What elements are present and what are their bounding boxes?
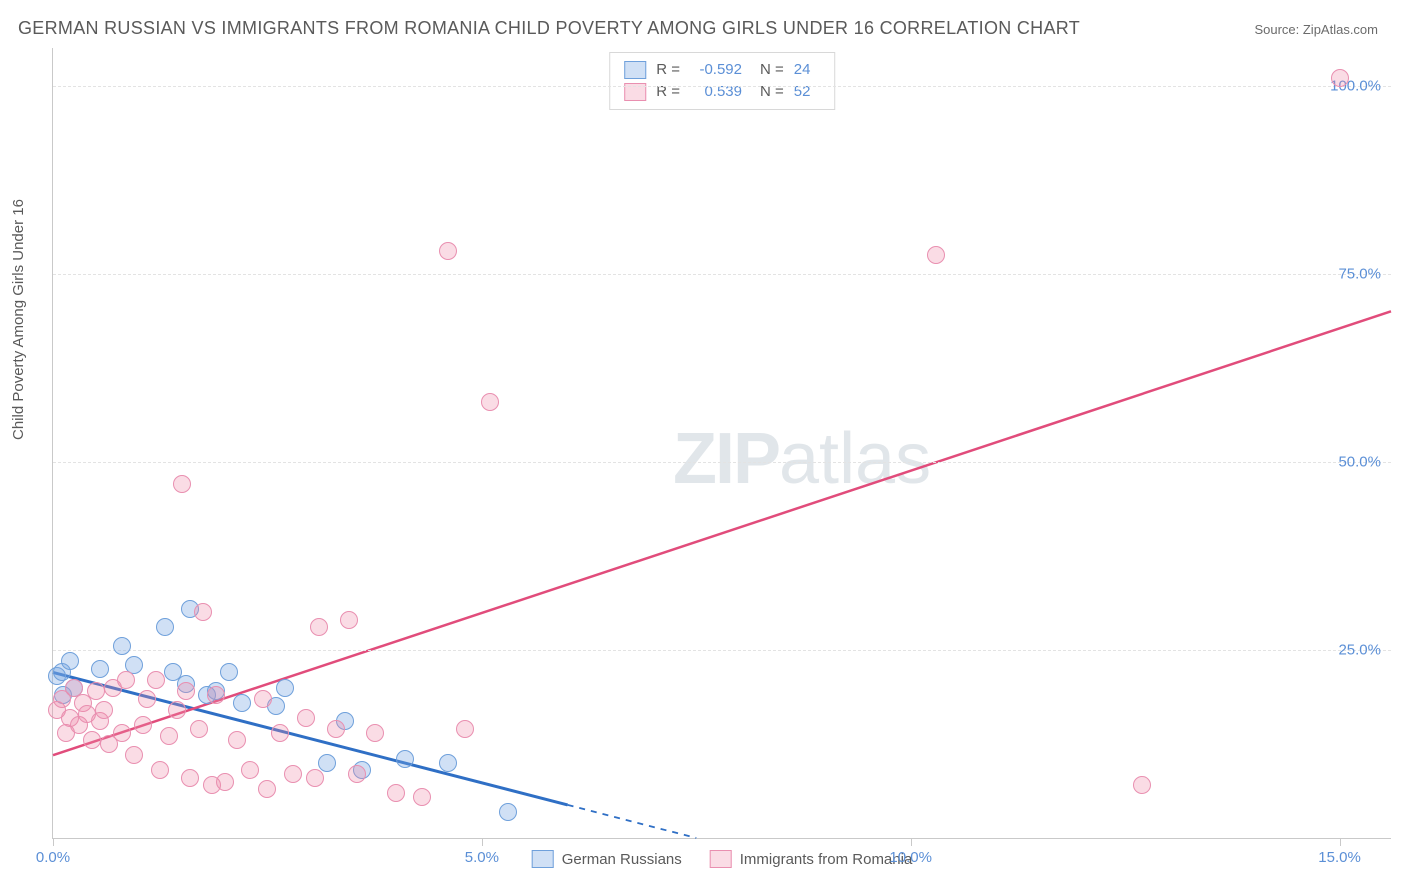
- source-label: Source:: [1254, 22, 1302, 37]
- data-point: [233, 694, 251, 712]
- y-axis-label: Child Poverty Among Girls Under 16: [10, 199, 27, 440]
- y-tick-label: 50.0%: [1338, 453, 1381, 470]
- data-point: [413, 788, 431, 806]
- data-point: [1331, 69, 1349, 87]
- data-point: [241, 761, 259, 779]
- data-point: [439, 754, 457, 772]
- data-point: [113, 637, 131, 655]
- data-point: [87, 682, 105, 700]
- x-tick-label: 10.0%: [889, 849, 932, 866]
- x-tick: [53, 838, 54, 846]
- trend-line-dashed: [568, 805, 697, 838]
- data-point: [1133, 776, 1151, 794]
- data-point: [271, 724, 289, 742]
- data-point: [318, 754, 336, 772]
- data-point: [168, 701, 186, 719]
- source-value: ZipAtlas.com: [1303, 22, 1378, 37]
- y-tick-label: 75.0%: [1338, 265, 1381, 282]
- data-point: [113, 724, 131, 742]
- data-point: [61, 652, 79, 670]
- data-point: [177, 682, 195, 700]
- legend-swatch: [532, 850, 554, 868]
- data-point: [216, 773, 234, 791]
- data-point: [228, 731, 246, 749]
- data-point: [220, 663, 238, 681]
- data-point: [258, 780, 276, 798]
- data-point: [181, 769, 199, 787]
- data-point: [481, 393, 499, 411]
- x-tick-label: 0.0%: [36, 849, 70, 866]
- plot-area: ZIPatlas R =-0.592N =24R =0.539N =52 Ger…: [52, 48, 1391, 839]
- trend-line: [53, 311, 1391, 755]
- data-point: [138, 690, 156, 708]
- series-legend: German Russians Immigrants from Romania: [532, 850, 913, 868]
- legend-label: Immigrants from Romania: [740, 851, 913, 868]
- grid-line: [53, 86, 1391, 87]
- grid-line: [53, 274, 1391, 275]
- data-point: [366, 724, 384, 742]
- data-point: [134, 716, 152, 734]
- data-point: [340, 611, 358, 629]
- data-point: [396, 750, 414, 768]
- data-point: [439, 242, 457, 260]
- x-tick: [482, 838, 483, 846]
- data-point: [276, 679, 294, 697]
- data-point: [151, 761, 169, 779]
- data-point: [387, 784, 405, 802]
- data-point: [173, 475, 191, 493]
- source-attribution: Source: ZipAtlas.com: [1254, 22, 1378, 37]
- legend-label: German Russians: [562, 851, 682, 868]
- grid-line: [53, 650, 1391, 651]
- data-point: [117, 671, 135, 689]
- trend-lines-layer: [53, 48, 1391, 838]
- data-point: [297, 709, 315, 727]
- data-point: [95, 701, 113, 719]
- data-point: [456, 720, 474, 738]
- data-point: [83, 731, 101, 749]
- grid-line: [53, 462, 1391, 463]
- data-point: [327, 720, 345, 738]
- data-point: [194, 603, 212, 621]
- x-tick-label: 15.0%: [1318, 849, 1361, 866]
- data-point: [91, 660, 109, 678]
- data-point: [254, 690, 272, 708]
- data-point: [156, 618, 174, 636]
- data-point: [207, 686, 225, 704]
- data-point: [306, 769, 324, 787]
- data-point: [348, 765, 366, 783]
- x-tick: [1340, 838, 1341, 846]
- data-point: [499, 803, 517, 821]
- x-tick: [911, 838, 912, 846]
- data-point: [927, 246, 945, 264]
- data-point: [284, 765, 302, 783]
- y-tick-label: 25.0%: [1338, 641, 1381, 658]
- legend-swatch: [710, 850, 732, 868]
- legend-item: German Russians: [532, 850, 682, 868]
- data-point: [125, 746, 143, 764]
- chart-title: GERMAN RUSSIAN VS IMMIGRANTS FROM ROMANI…: [18, 18, 1080, 39]
- data-point: [160, 727, 178, 745]
- data-point: [147, 671, 165, 689]
- data-point: [190, 720, 208, 738]
- legend-item: Immigrants from Romania: [710, 850, 913, 868]
- data-point: [310, 618, 328, 636]
- x-tick-label: 5.0%: [465, 849, 499, 866]
